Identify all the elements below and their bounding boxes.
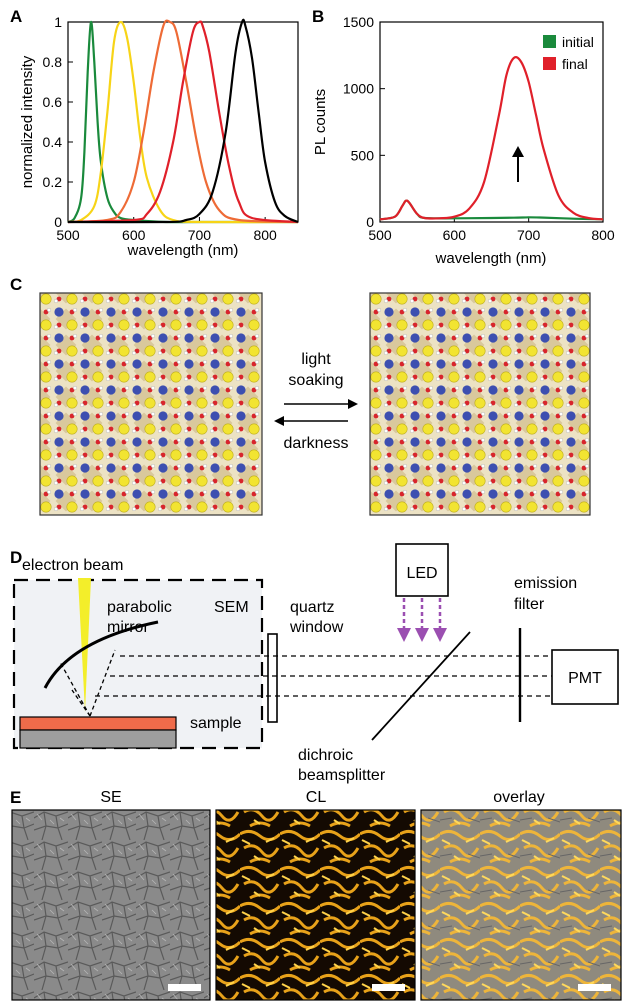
led-arrowhead-2 [415, 628, 429, 642]
chart-a-ytick-label: 1 [54, 14, 62, 30]
parabolic-label: parabolic [107, 599, 172, 616]
chart-b-xlabel: wavelength (nm) [435, 250, 547, 267]
legend-swatch-final [543, 57, 556, 70]
legend-label-final: final [562, 56, 588, 72]
quartz-window [267, 633, 278, 723]
chart-a: 500 600 700 800 0 0.2 0.4 0.6 0.8 1 wavelength (n… [19, 14, 299, 259]
sample-label: sample [190, 715, 242, 732]
panel-label-e: E [10, 788, 21, 807]
chart-a-ytick-label: 0 [54, 214, 62, 230]
substrate [19, 729, 177, 749]
sem-label: SEM [214, 599, 249, 616]
chart-a-series-green [67, 20, 298, 224]
chart-a-xtick-label: 600 [122, 227, 146, 243]
chart-b-ytick-label: 500 [351, 147, 375, 163]
window-label: window [289, 619, 344, 636]
led-label: LED [406, 565, 437, 582]
chart-b-xtick-label: 800 [591, 227, 615, 243]
quartz-label: quartz [290, 599, 334, 616]
lattice-left [39, 292, 263, 516]
panel-c-lattice: light soaking darkness [39, 292, 591, 516]
se-title: SE [100, 789, 121, 806]
filter-label: filter [514, 596, 545, 613]
soaking-label: soaking [288, 372, 343, 389]
se-scale-bar [168, 984, 201, 991]
panel-d-schematic: electron beam parabolic mirror SEM sampl… [12, 543, 619, 784]
panel-label-c: C [10, 275, 22, 294]
pmt-label: PMT [568, 670, 602, 687]
cl-scale-bar [372, 984, 405, 991]
chart-a-ytick-label: 0.8 [43, 54, 63, 70]
chart-b-series-final [379, 56, 604, 221]
chart-b-xtick-label: 700 [517, 227, 541, 243]
chart-a-ytick-label: 0.4 [43, 134, 63, 150]
chart-b-xtick-label: 600 [443, 227, 467, 243]
chart-a-ytick-label: 0.6 [43, 94, 63, 110]
chart-a-series-red [67, 20, 299, 224]
collected-rays [59, 649, 116, 717]
chart-b-ytick-label: 1500 [343, 14, 374, 30]
chart-b-ylabel: PL counts [312, 89, 329, 155]
lattice-right [369, 292, 591, 516]
electron-beam-label: electron beam [22, 557, 123, 574]
cl-image [215, 809, 416, 1001]
reverse-arrow-head [274, 416, 284, 426]
peak-arrow-head [512, 146, 524, 157]
led-arrowhead-3 [433, 628, 447, 642]
chart-a-ylabel: normalized intensity [19, 55, 36, 188]
emission-label: emission [514, 575, 577, 592]
led-arrowhead-1 [397, 628, 411, 642]
dichroic-label: dichroic [298, 747, 353, 764]
overlay-image [420, 809, 622, 1001]
led-box [395, 543, 449, 597]
chart-a-series-black [67, 18, 299, 224]
panel-label-a: A [10, 7, 22, 26]
chart-a-xlabel: wavelength (nm) [127, 242, 239, 259]
chart-b-ytick-label: 0 [366, 214, 374, 230]
overlay-scale-bar [578, 984, 611, 991]
beamsplitter-label: beamsplitter [298, 767, 386, 784]
parabolic-mirror [43, 620, 159, 689]
forward-arrow-head [348, 399, 358, 409]
se-image [11, 809, 211, 1001]
legend-label-initial: initial [562, 34, 594, 50]
chart-b-xtick-label: 500 [368, 227, 392, 243]
legend-swatch-initial [543, 35, 556, 48]
chart-a-frame [67, 21, 299, 223]
electron-beam [78, 578, 91, 712]
overlay-title: overlay [493, 789, 545, 806]
dichroic-beamsplitter [371, 631, 471, 741]
panel-label-d: D [10, 548, 22, 567]
panel-label-b: B [312, 7, 324, 26]
chart-a-xtick-label: 700 [188, 227, 212, 243]
darkness-label: darkness [284, 435, 349, 452]
chart-b-frame [379, 21, 604, 223]
light-label: light [301, 351, 331, 368]
sample-layer [19, 716, 177, 731]
chart-a-series-orange [67, 19, 299, 224]
chart-a-xtick-label: 800 [253, 227, 277, 243]
chart-a-ytick-label: 0.2 [43, 174, 63, 190]
chart-b-ytick-label: 1000 [343, 81, 374, 97]
chart-a-xtick-label: 500 [56, 227, 80, 243]
panel-e-images: SE CL overlay [11, 789, 622, 1001]
cl-title: CL [306, 789, 327, 806]
chart-a-series-yellow [67, 20, 299, 224]
pmt-box [551, 649, 619, 705]
